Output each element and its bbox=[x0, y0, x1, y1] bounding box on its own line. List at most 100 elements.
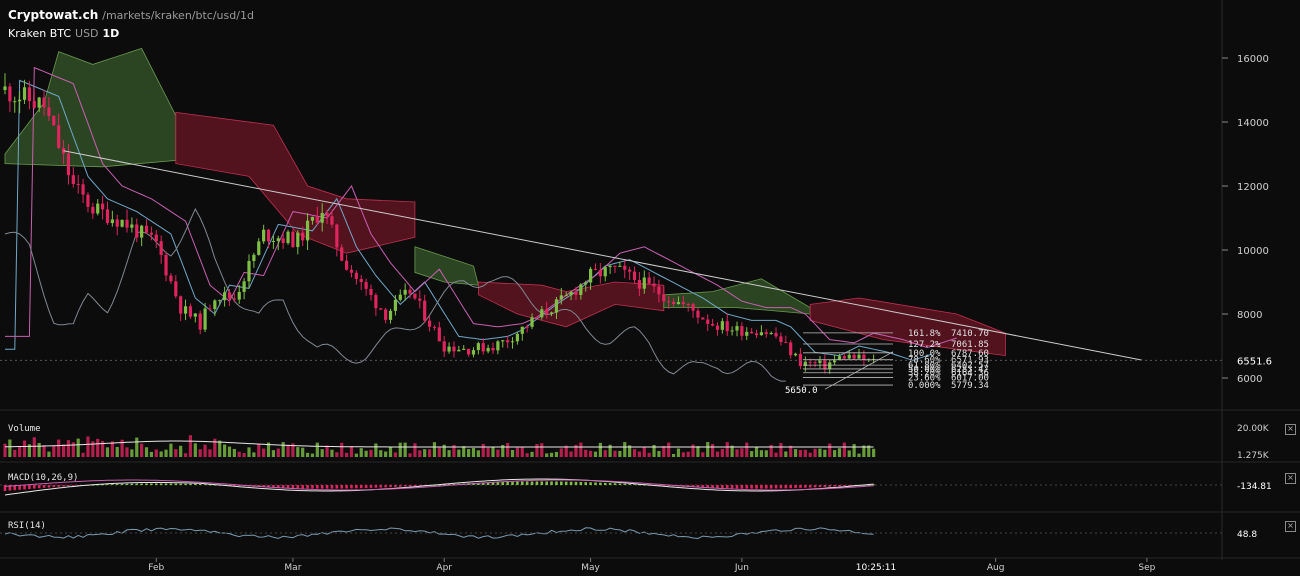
macd-histogram-bar bbox=[638, 484, 641, 486]
macd-histogram-bar bbox=[774, 485, 778, 489]
candle-up bbox=[276, 238, 280, 241]
fib-level-percent: 78.60% bbox=[908, 356, 941, 366]
candle-down bbox=[91, 206, 95, 214]
volume-bar bbox=[266, 442, 271, 457]
candle-up bbox=[476, 343, 480, 351]
market-path[interactable]: /markets/kraken/btc/usd/1d bbox=[102, 9, 254, 22]
macd-histogram-bar bbox=[496, 482, 500, 485]
candle-up bbox=[462, 348, 466, 350]
fib-anchor-line bbox=[824, 351, 894, 390]
volume-bar bbox=[413, 443, 417, 457]
macd-histogram-bar bbox=[696, 485, 700, 488]
fib-level-price: 7061.85 bbox=[951, 340, 989, 350]
time-tick-label: Sep bbox=[1138, 563, 1155, 573]
volume-bar bbox=[183, 453, 188, 457]
candle-up bbox=[828, 362, 832, 369]
site-brand[interactable]: Cryptowat.ch bbox=[8, 8, 99, 22]
macd-histogram-bar bbox=[769, 485, 773, 489]
macd-histogram-bar bbox=[545, 481, 548, 485]
timeframe-label[interactable]: 1D bbox=[102, 27, 120, 40]
macd-histogram-bar bbox=[364, 485, 368, 489]
candle-down bbox=[340, 247, 344, 261]
macd-histogram-bar bbox=[418, 485, 422, 486]
macd-histogram-bar bbox=[120, 483, 124, 485]
volume-bar bbox=[188, 435, 193, 457]
macd-histogram-bar bbox=[169, 483, 173, 485]
volume-bar bbox=[61, 444, 66, 457]
volume-bar bbox=[437, 447, 441, 457]
candle-down bbox=[535, 317, 539, 319]
volume-bar bbox=[315, 442, 319, 457]
candle-down bbox=[115, 219, 119, 227]
volume-bar bbox=[545, 453, 549, 457]
candle-up bbox=[3, 86, 7, 90]
volume-bar bbox=[706, 442, 710, 457]
volume-bar bbox=[398, 442, 402, 457]
macd-histogram-bar bbox=[276, 485, 280, 488]
volume-bar bbox=[623, 442, 627, 457]
candle-up bbox=[540, 309, 544, 318]
candle-up bbox=[22, 87, 27, 100]
volume-bar bbox=[179, 445, 183, 457]
volume-ma-line bbox=[5, 440, 874, 448]
macd-panel: -134.81 bbox=[0, 478, 1272, 496]
candle-down bbox=[754, 333, 759, 336]
fib-level-percent: 100.0% bbox=[908, 349, 941, 359]
macd-value-label: -134.81 bbox=[1237, 482, 1272, 492]
volume-bar bbox=[432, 442, 437, 457]
macd-histogram-bar bbox=[721, 485, 724, 489]
candle-down bbox=[481, 343, 485, 352]
trendline[interactable] bbox=[63, 150, 1143, 361]
macd-histogram-bar bbox=[540, 481, 544, 485]
bearish-cloud bbox=[175, 111, 416, 254]
candle-up bbox=[603, 267, 607, 277]
candlesticks[interactable] bbox=[3, 73, 876, 374]
candle-down bbox=[179, 296, 183, 314]
candle-down bbox=[315, 216, 319, 223]
volume-bar bbox=[701, 452, 705, 457]
close-rsi-icon[interactable]: × bbox=[1285, 521, 1296, 532]
macd-histogram-bar bbox=[823, 485, 827, 487]
candle-down bbox=[345, 260, 349, 270]
candle-up bbox=[393, 299, 397, 311]
candle-up bbox=[223, 292, 227, 301]
candle-up bbox=[515, 333, 519, 342]
close-volume-icon[interactable]: × bbox=[1285, 424, 1296, 435]
candle-down bbox=[437, 327, 441, 342]
candle-down bbox=[452, 346, 456, 352]
volume-bar bbox=[613, 450, 617, 457]
macd-histogram-bar bbox=[623, 483, 627, 485]
macd-histogram-bar bbox=[735, 485, 739, 489]
rsi-line bbox=[4, 527, 874, 540]
volume-bar bbox=[193, 443, 197, 457]
candle-up bbox=[510, 341, 515, 343]
macd-histogram-bar bbox=[28, 485, 31, 489]
candle-up bbox=[579, 284, 583, 295]
macd-histogram-bar bbox=[701, 485, 705, 488]
candle-down bbox=[86, 194, 90, 207]
macd-histogram-bar bbox=[716, 485, 719, 489]
macd-histogram-bar bbox=[745, 485, 749, 489]
volume-bar bbox=[759, 450, 763, 457]
candle-down bbox=[413, 293, 417, 299]
bullish-cloud bbox=[414, 246, 479, 286]
candle-up bbox=[496, 341, 500, 351]
macd-histogram-bar bbox=[272, 485, 275, 488]
volume-bar bbox=[569, 451, 573, 457]
volume-bar bbox=[76, 438, 80, 457]
macd-histogram-bar bbox=[374, 485, 378, 488]
fib-level-percent: 0.000% bbox=[908, 381, 941, 391]
macd-histogram-bar bbox=[174, 483, 178, 485]
macd-histogram-bar bbox=[91, 484, 95, 486]
candle-down bbox=[154, 234, 158, 242]
candle-down bbox=[813, 362, 817, 364]
macd-histogram-bar bbox=[530, 481, 534, 485]
macd-histogram-bar bbox=[355, 485, 358, 489]
volume-bar bbox=[364, 450, 368, 457]
volume-bar bbox=[403, 442, 407, 457]
volume-bar bbox=[618, 450, 622, 457]
close-macd-icon[interactable]: × bbox=[1285, 473, 1296, 484]
fibonacci-tool[interactable]: 161.8% 7410.70 127.2% 7061.85 100.0% 6787.60 7… bbox=[785, 329, 989, 396]
macd-histogram-bar bbox=[262, 485, 265, 488]
